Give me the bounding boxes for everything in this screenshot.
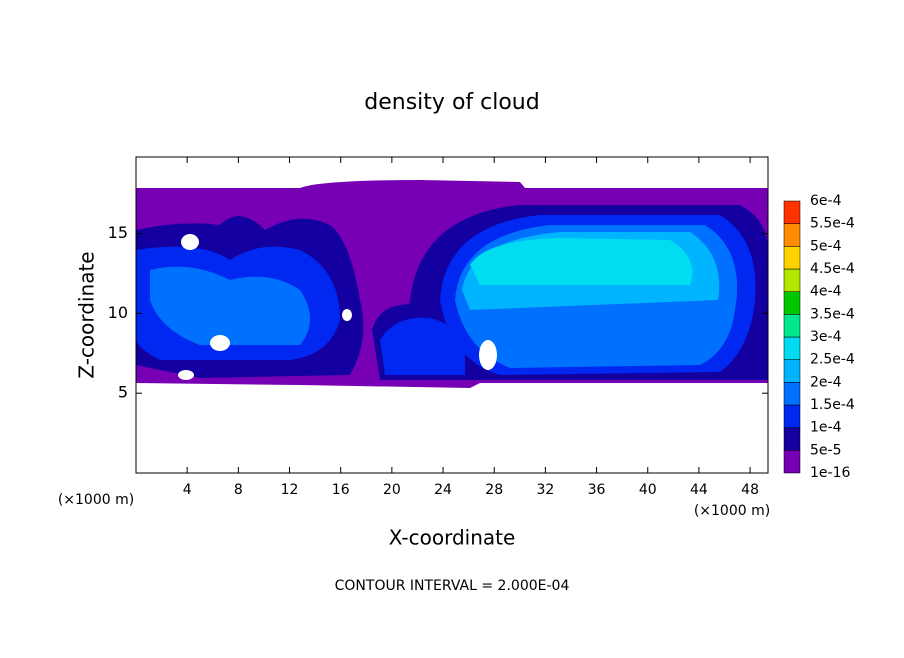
x-unit: (×1000 m)	[694, 503, 770, 519]
x-tick-label: 4	[183, 482, 192, 498]
y-tick-label: 10	[108, 303, 128, 322]
colorbar-box	[783, 450, 801, 474]
colorbar-label: 5e-4	[810, 238, 842, 254]
x-tick-label: 40	[639, 482, 657, 498]
colorbar-box	[783, 427, 801, 451]
colorbar-box	[783, 200, 801, 224]
colorbar-label: 1e-16	[810, 465, 850, 481]
no-cloud-hole	[210, 335, 230, 351]
contour-region	[470, 238, 693, 285]
colorbar-label: 5e-5	[810, 442, 841, 458]
colorbar-box	[783, 382, 801, 406]
colorbar-box	[783, 404, 801, 428]
x-tick-label: 44	[690, 482, 708, 498]
colorbar-box	[783, 336, 801, 360]
y-axis-label: Z-coordinate	[75, 251, 99, 378]
x-tick-label: 8	[234, 482, 243, 498]
x-tick-label: 16	[332, 482, 350, 498]
colorbar-label: 1e-4	[810, 420, 842, 436]
plot-frame	[135, 156, 769, 474]
y-tick-label: 5	[118, 383, 128, 402]
contour-region	[380, 317, 465, 375]
colorbar-label: 2.5e-4	[810, 352, 855, 368]
no-cloud-hole	[178, 370, 194, 380]
contour-region	[150, 266, 310, 345]
colorbar-label: 5.5e-4	[810, 216, 855, 232]
no-cloud-hole	[342, 309, 352, 321]
colorbar-box	[783, 291, 801, 315]
colorbar-box	[783, 268, 801, 292]
colorbar-label: 3.5e-4	[810, 306, 855, 322]
x-tick-label: 28	[485, 482, 503, 498]
colorbar-box	[783, 314, 801, 338]
footer: CONTOUR INTERVAL = 2.000E-04	[335, 578, 570, 594]
no-cloud-hole	[479, 340, 497, 370]
colorbar-label: 6e-4	[810, 193, 842, 209]
colorbar-box	[783, 359, 801, 383]
x-tick-label: 12	[281, 482, 299, 498]
x-unit: (×1000 m)	[58, 492, 134, 508]
x-tick-label: 24	[434, 482, 452, 498]
y-tick-label: 15	[108, 223, 128, 242]
colorbar-label: 1.5e-4	[810, 397, 855, 413]
x-tick-label: 20	[383, 482, 401, 498]
colorbar-label: 3e-4	[810, 329, 842, 345]
x-tick-label: 32	[536, 482, 554, 498]
x-axis-label: X-coordinate	[389, 526, 516, 550]
colorbar-label: 4e-4	[810, 284, 842, 300]
chart-title: density of cloud	[364, 90, 539, 115]
x-tick-label: 48	[741, 482, 759, 498]
colorbar-label: 4.5e-4	[810, 261, 855, 277]
colorbar-box	[783, 246, 801, 270]
colorbar-label: 2e-4	[810, 374, 842, 390]
contour-field	[136, 180, 768, 388]
no-cloud-hole	[181, 234, 199, 250]
colorbar-box	[783, 223, 801, 247]
x-tick-label: 36	[588, 482, 606, 498]
